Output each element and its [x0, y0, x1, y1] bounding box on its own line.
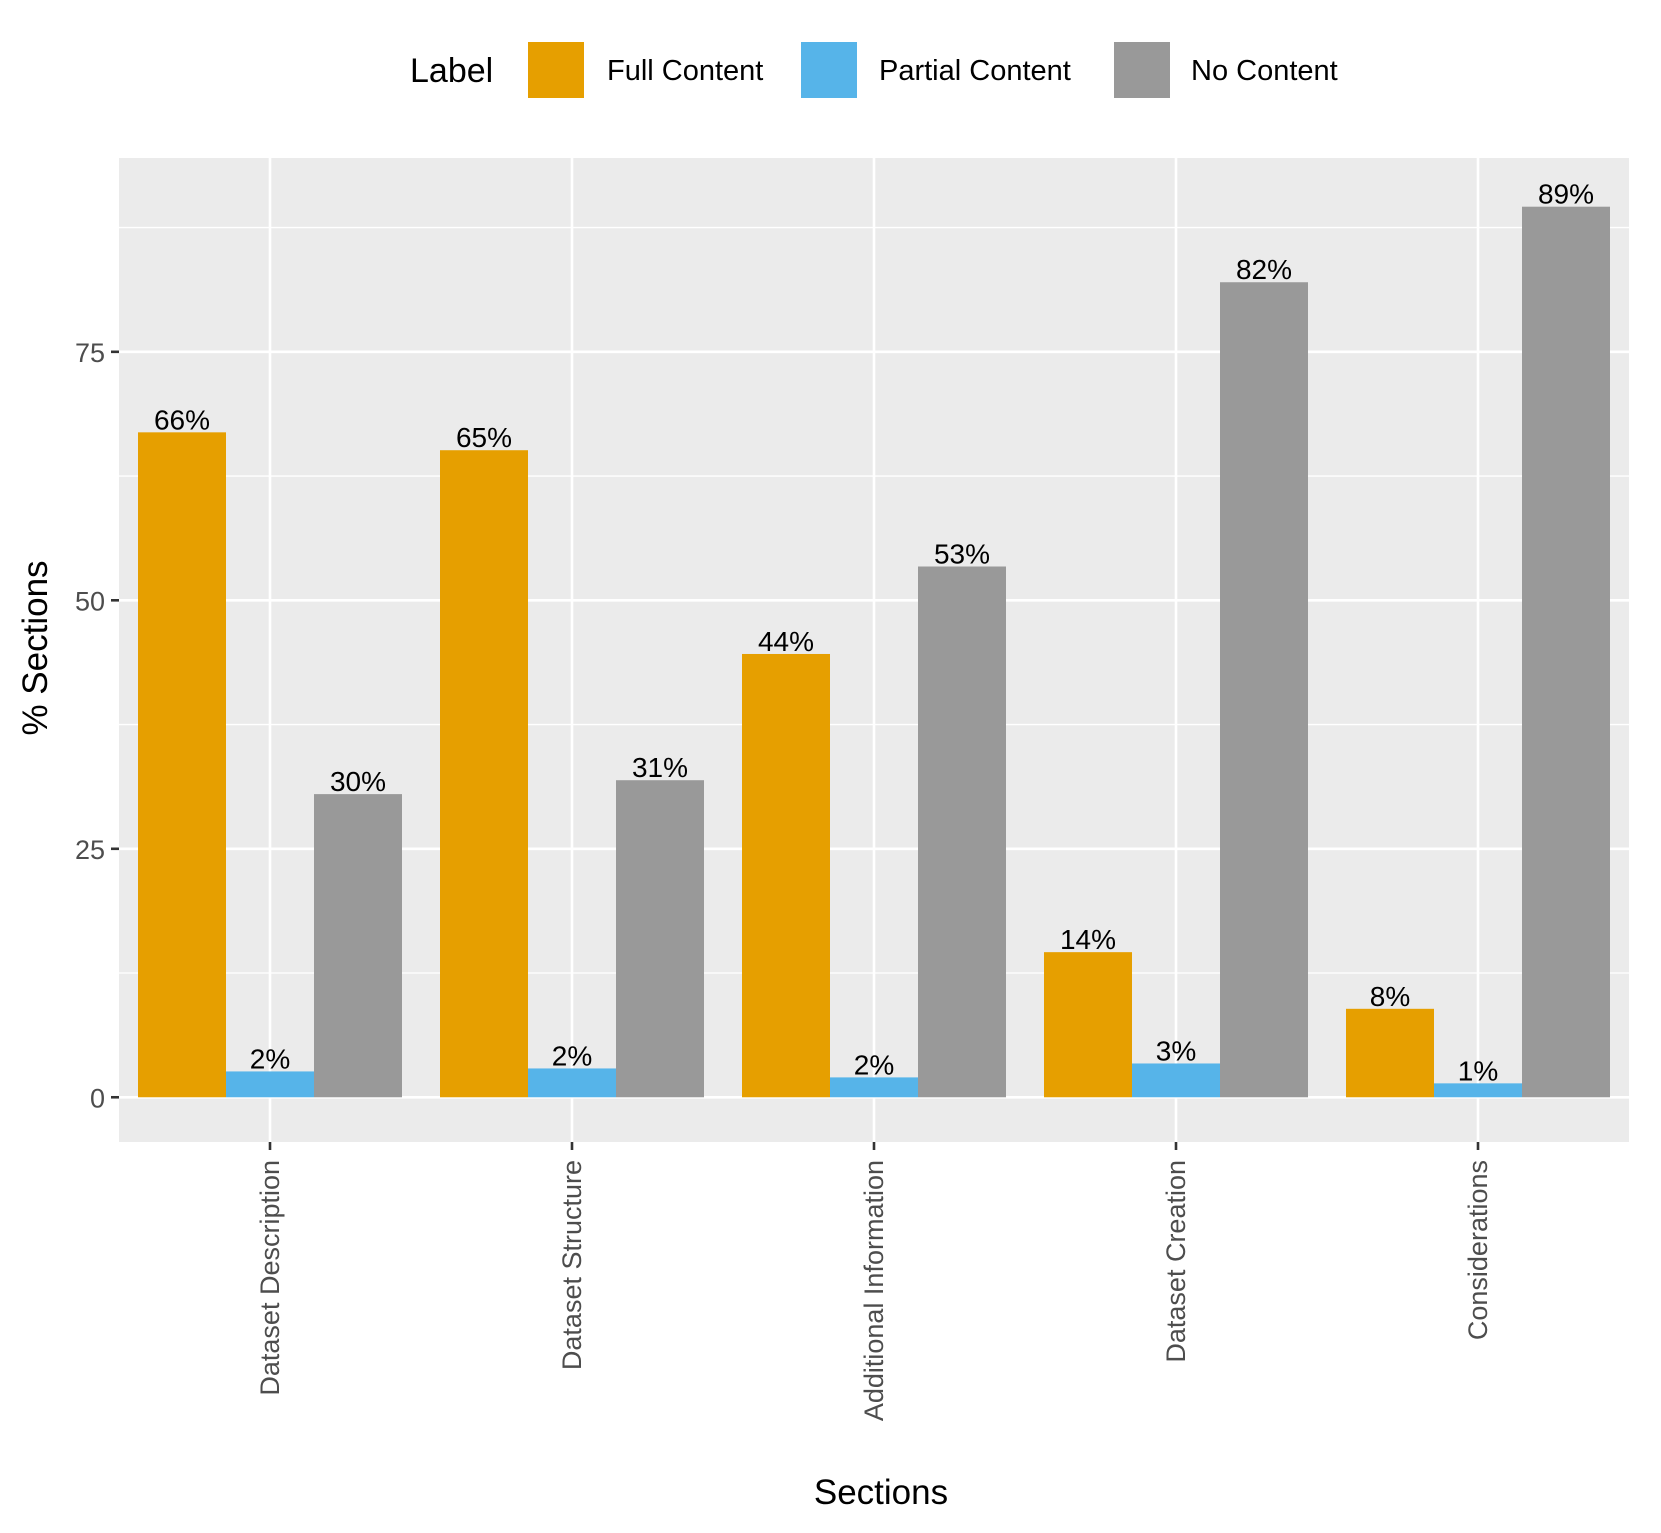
- data-label-partial-content-dataset-structure: 2%: [552, 1040, 592, 1071]
- legend: Label Full Content Partial Content No Cont…: [410, 40, 1338, 100]
- legend-label-full-content: Full Content: [607, 55, 763, 87]
- bar-full-content-dataset-structure: [440, 450, 528, 1098]
- data-label-partial-content-dataset-creation: 3%: [1156, 1035, 1196, 1066]
- bars: [138, 206, 1610, 1098]
- data-label-full-content-dataset-description: 66%: [154, 404, 210, 435]
- data-label-no-content-dataset-creation: 82%: [1236, 254, 1292, 285]
- data-label-partial-content-dataset-description: 2%: [250, 1043, 290, 1074]
- bar-no-content-dataset-creation: [1220, 282, 1308, 1098]
- legend-key-full-content: [526, 40, 586, 100]
- bar-no-content-dataset-structure: [616, 780, 704, 1098]
- bar-partial-content-dataset-creation: [1132, 1063, 1220, 1098]
- bar-no-content-additional-information: [918, 566, 1006, 1098]
- legend-key-partial-content: [799, 40, 859, 100]
- x-tick-label-considerations: Considerations: [1463, 1160, 1493, 1340]
- bar-partial-content-considerations: [1434, 1083, 1522, 1098]
- data-labels: 66% 2% 30% 65% 2% 31% 44% 2% 53% 14% 3% 82% 8% 1% 89%: [154, 179, 1594, 1087]
- grid-major: [119, 158, 1629, 1142]
- bar-no-content-considerations: [1522, 206, 1610, 1098]
- legend-label-no-content: No Content: [1191, 55, 1338, 87]
- x-tick-label-dataset-creation: Dataset Creation: [1161, 1160, 1191, 1363]
- data-label-no-content-dataset-description: 30%: [330, 766, 386, 797]
- data-label-partial-content-additional-information: 2%: [854, 1049, 894, 1080]
- x-tick-label-dataset-description: Dataset Description: [255, 1160, 285, 1396]
- data-label-full-content-additional-information: 44%: [758, 626, 814, 657]
- x-tick-label-dataset-structure: Dataset Structure: [557, 1160, 587, 1370]
- bar-full-content-dataset-description: [138, 432, 226, 1098]
- y-axis-title: % Sections: [16, 560, 55, 735]
- x-axis-title: Sections: [814, 1473, 948, 1512]
- data-label-no-content-dataset-structure: 31%: [632, 752, 688, 783]
- data-label-full-content-considerations: 8%: [1370, 981, 1410, 1012]
- bar-partial-content-additional-information: [830, 1077, 918, 1098]
- y-tick-label: 0: [90, 1083, 105, 1113]
- y-tick-label: 50: [75, 586, 105, 616]
- bar-partial-content-dataset-structure: [528, 1068, 616, 1098]
- data-label-no-content-considerations: 89%: [1538, 179, 1594, 210]
- y-tick-label: 75: [75, 338, 105, 368]
- legend-label-partial-content: Partial Content: [879, 55, 1071, 87]
- data-label-partial-content-considerations: 1%: [1458, 1055, 1498, 1086]
- x-axis: Dataset Description Dataset Structure Addi…: [255, 1142, 1493, 1421]
- bar-full-content-considerations: [1346, 1008, 1434, 1098]
- data-label-full-content-dataset-structure: 65%: [456, 422, 512, 453]
- x-tick-label-additional-information: Additional Information: [859, 1160, 889, 1421]
- legend-key-no-content: [1112, 40, 1172, 100]
- data-label-no-content-additional-information: 53%: [934, 539, 990, 570]
- y-tick-label: 25: [75, 835, 105, 865]
- bar-full-content-dataset-creation: [1044, 952, 1132, 1098]
- bar-full-content-additional-information: [742, 653, 830, 1098]
- bar-no-content-dataset-description: [314, 794, 402, 1098]
- legend-title: Label: [410, 52, 493, 90]
- y-axis: 0 25 50 75: [75, 338, 119, 1113]
- data-label-full-content-dataset-creation: 14%: [1060, 924, 1116, 955]
- bar-partial-content-dataset-description: [226, 1071, 314, 1098]
